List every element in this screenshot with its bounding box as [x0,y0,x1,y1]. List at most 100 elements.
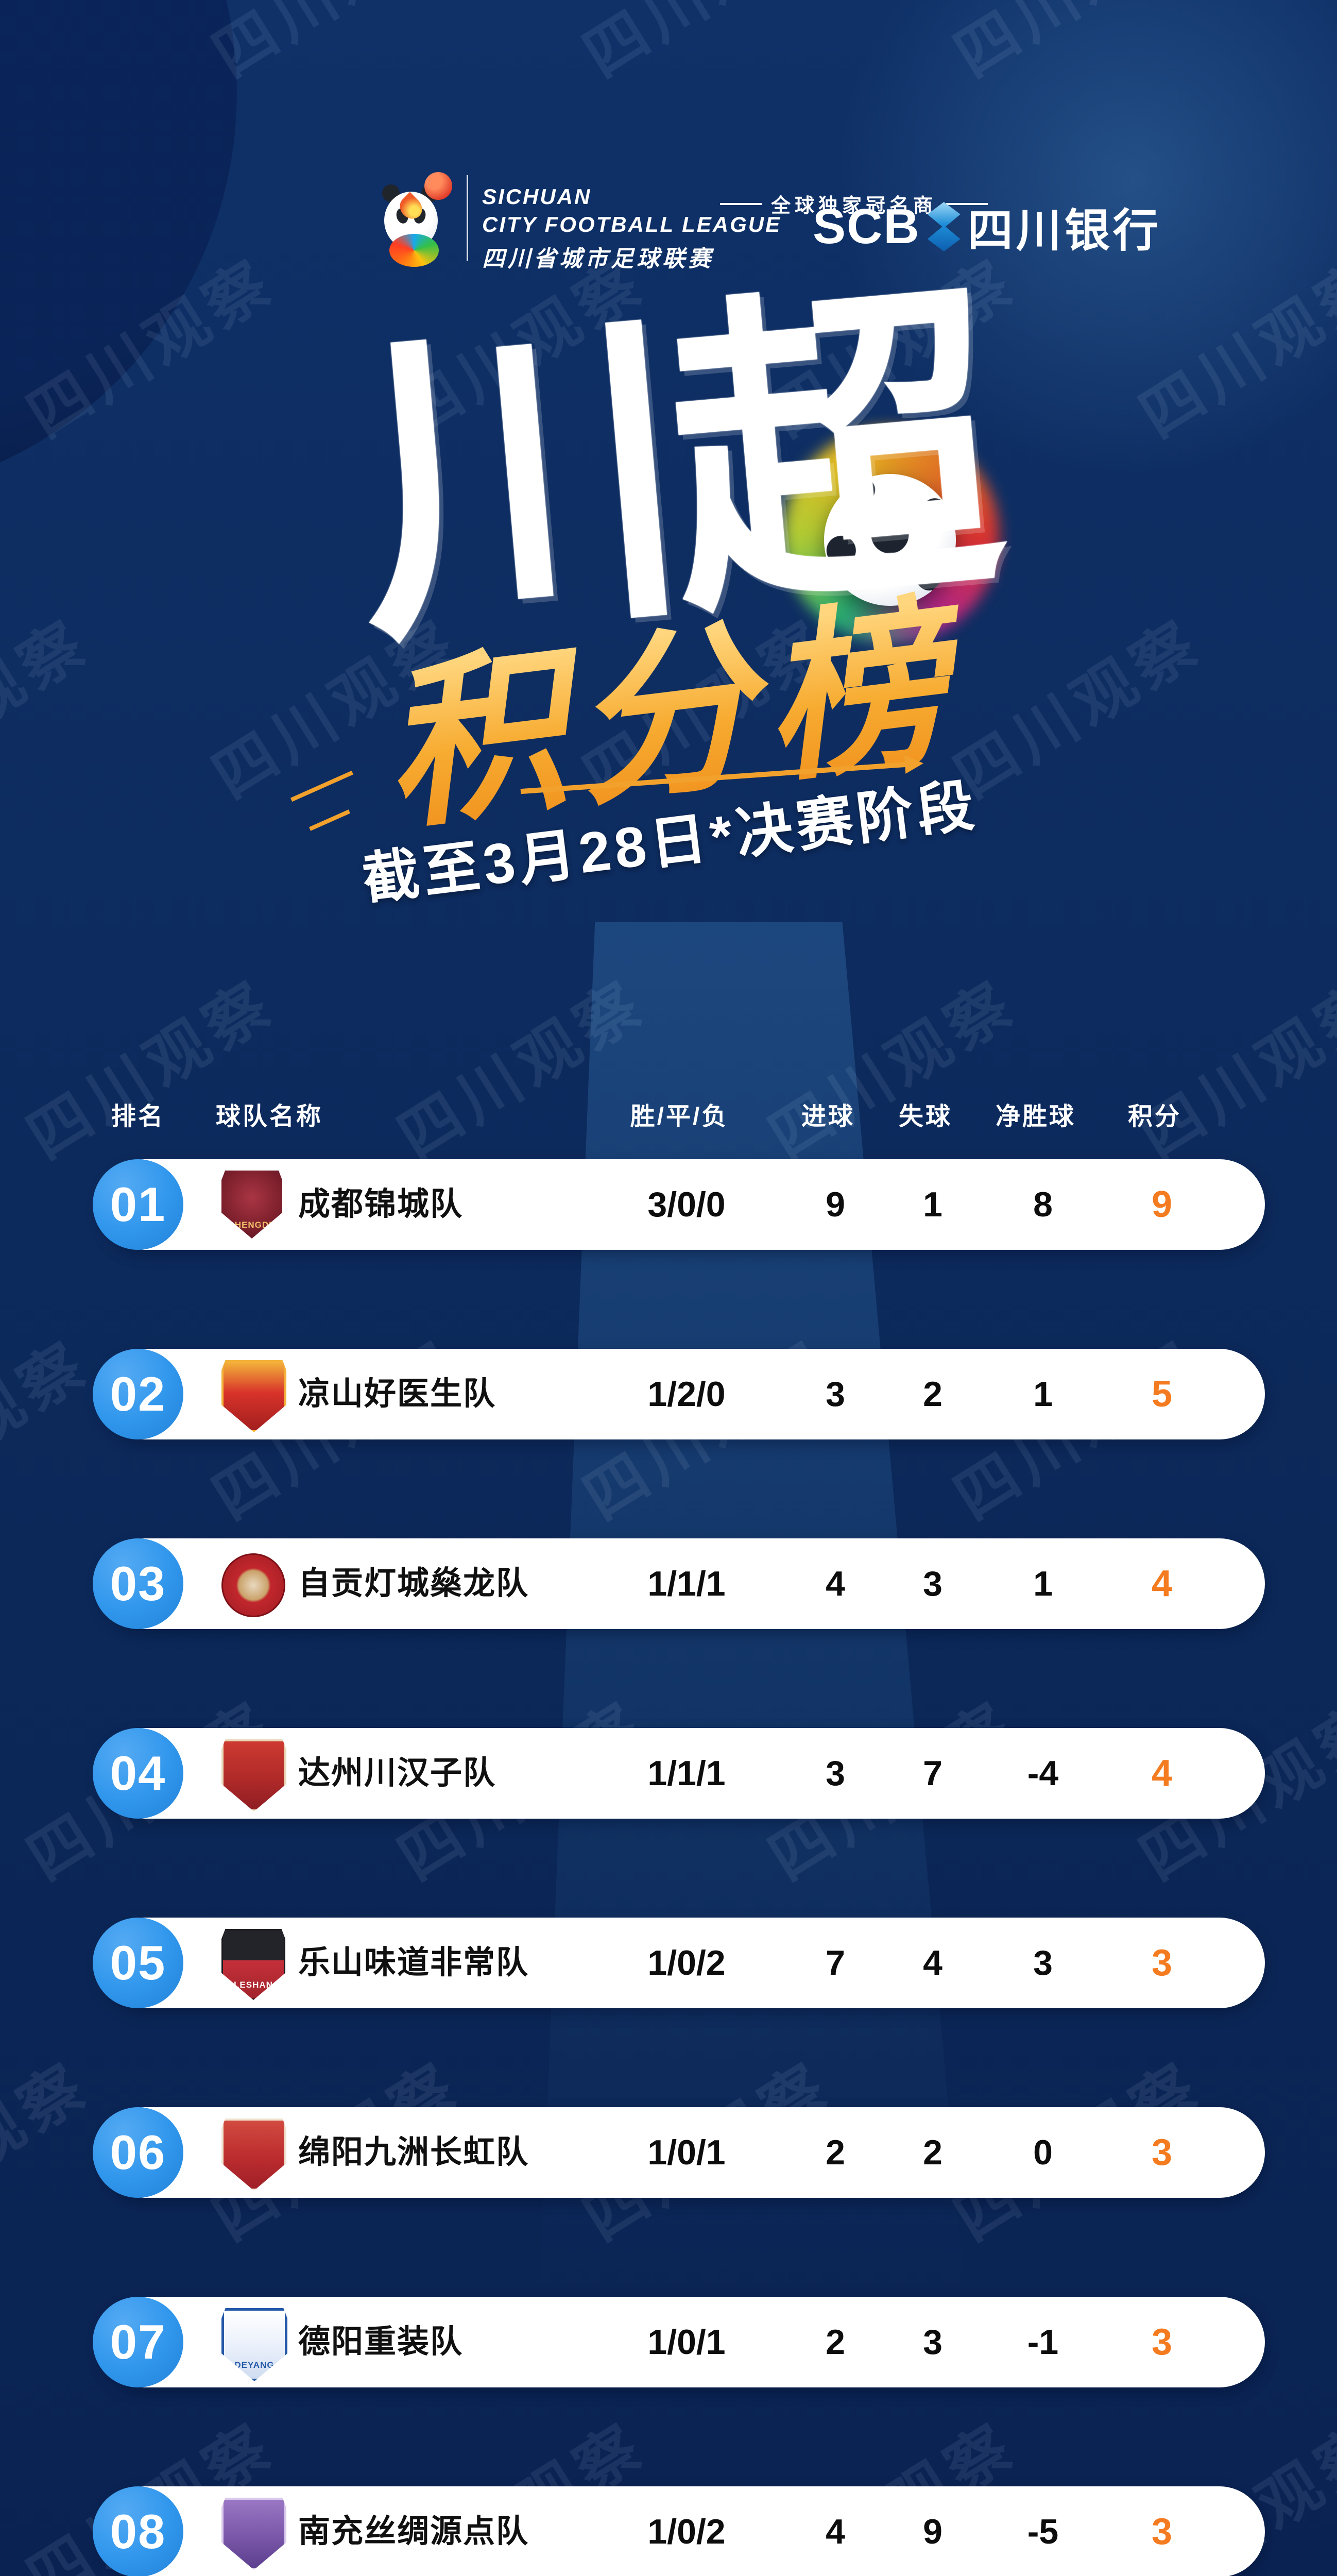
cell-points: 3 [1151,2511,1173,2552]
col-goals-for: 进球 [801,1103,855,1130]
team-logo [221,2498,286,2570]
table-row: 08 南充丝绸源点队 1/0/2 4 9 -5 3 [93,2486,1265,2576]
cell-wdl: 3/0/0 [647,1185,726,1224]
team-logo [221,1360,286,1432]
team-name: 成都锦城队 [298,1187,464,1222]
league-name-en-2: CITY FOOTBALL LEAGUE [482,212,782,236]
cell-goals-for: 3 [826,1754,845,1793]
row-pill [100,2297,1265,2387]
table-row: 06 绵阳九洲长虹队 1/0/1 2 2 0 3 [93,2107,1265,2198]
cell-points: 3 [1151,2132,1173,2173]
team-name: 达州川汉子队 [298,1755,496,1791]
cell-goals-against: 1 [923,1185,942,1224]
football-icon [424,172,452,200]
col-team: 球队名称 [216,1103,323,1130]
cell-goals-for: 9 [826,1185,845,1224]
rank-badge: 06 [93,2107,183,2198]
row-pill [100,1159,1265,1250]
cell-goals-against: 7 [923,1754,942,1793]
soccer-ball-art [824,474,956,606]
rank-badge: 08 [93,2486,183,2576]
cell-goal-diff: 0 [1033,2133,1053,2172]
table-row: 01 CHENGDU 成都锦城队 3/0/0 9 1 8 9 [93,1159,1265,1250]
row-pill [100,1349,1265,1439]
cell-goals-for: 7 [826,1943,845,1982]
team-name: 自贡灯城燊龙队 [298,1566,529,1601]
background-circle [0,0,237,500]
cell-goal-diff: -1 [1027,2323,1059,2362]
team-logo: CHENGDU [221,1171,282,1239]
rank-badge: 05 [93,1918,183,2008]
col-wdl: 胜/平/负 [630,1103,729,1130]
cell-goal-diff: 3 [1033,1943,1053,1982]
cell-goal-diff: -5 [1027,2512,1059,2551]
sponsor-logo: SCB 四川银行 全球独家冠名商 [720,181,1158,256]
team-name: 凉山好医生队 [298,1376,496,1412]
table-row: 04 达州川汉子队 1/1/1 3 7 -4 4 [93,1728,1265,1819]
tagline-rule-right [946,202,988,205]
rank-badge: 04 [93,1728,183,1819]
cell-wdl: 1/0/2 [647,2512,726,2551]
cell-goal-diff: -4 [1027,1754,1059,1793]
cell-goals-for: 3 [826,1375,845,1414]
sponsor-abbr: SCB [813,199,920,254]
cell-points: 3 [1151,2321,1173,2363]
team-logo [221,2119,286,2191]
table-row: 07 DEYANG 德阳重装队 1/0/1 2 3 -1 3 [93,2297,1265,2387]
row-pill [100,1918,1265,2008]
cell-points: 4 [1151,1563,1173,1604]
tagline-rule-left [720,202,762,205]
col-goals-against: 失球 [898,1103,952,1130]
table-row: 05 LESHAN 乐山味道非常队 1/0/2 7 4 3 3 [93,1918,1265,2008]
cell-goals-against: 9 [923,2512,942,2551]
cell-wdl: 1/0/1 [647,2133,726,2172]
table-row: 03 自贡灯城燊龙队 1/1/1 4 3 1 4 [93,1538,1265,1629]
cell-wdl: 1/1/1 [647,1564,726,1603]
cell-goals-for: 4 [826,1564,845,1603]
team-logo: DEYANG [221,2308,287,2381]
team-name: 乐山味道非常队 [298,1945,529,1980]
cell-goals-against: 2 [923,2133,942,2172]
sponsor-bank-name: 四川银行 [967,205,1161,256]
cell-wdl: 1/0/2 [647,1943,726,1982]
sponsor-tagline: 全球独家冠名商 [770,195,937,217]
cell-points: 9 [1151,1184,1173,1225]
col-goal-diff: 净胜球 [995,1103,1076,1130]
team-name: 南充丝绸源点队 [298,2514,529,2549]
row-pill [100,2107,1265,2198]
logo-divider [467,175,468,261]
cell-points: 4 [1151,1753,1173,1794]
rank-badge: 01 [93,1159,183,1250]
cell-goals-for: 2 [826,2323,845,2362]
cell-goal-diff: 1 [1033,1375,1053,1414]
cell-goals-against: 3 [923,2323,942,2362]
rank-badge: 03 [93,1538,183,1629]
cell-points: 5 [1151,1374,1173,1415]
rainbow-swirl-icon [389,234,439,267]
team-logo [221,1553,285,1617]
row-pill [100,2486,1265,2576]
bank-icon [927,202,961,251]
cell-wdl: 1/0/1 [647,2323,726,2362]
rank-badge: 07 [93,2297,183,2387]
col-points: 积分 [1127,1103,1181,1130]
col-rank: 排名 [111,1103,165,1130]
cell-goals-for: 2 [826,2133,845,2172]
cell-wdl: 1/2/0 [647,1375,726,1414]
cell-wdl: 1/1/1 [647,1754,726,1793]
table-row: 02 凉山好医生队 1/2/0 3 2 1 5 [93,1349,1265,1439]
panda-mascot-icon [381,172,452,267]
cell-goal-diff: 1 [1033,1564,1053,1603]
cell-goal-diff: 8 [1033,1185,1053,1224]
cell-goals-for: 4 [826,2512,845,2551]
cell-goals-against: 3 [923,1564,942,1603]
league-name-cn: 四川省城市足球联赛 [482,246,714,272]
cell-goals-against: 2 [923,1375,942,1414]
row-pill [100,1728,1265,1819]
rank-badge: 02 [93,1349,183,1439]
row-pill [100,1538,1265,1629]
cell-goals-against: 4 [923,1943,942,1982]
team-name: 德阳重装队 [298,2324,464,2360]
league-name-en-1: SICHUAN [482,184,592,209]
